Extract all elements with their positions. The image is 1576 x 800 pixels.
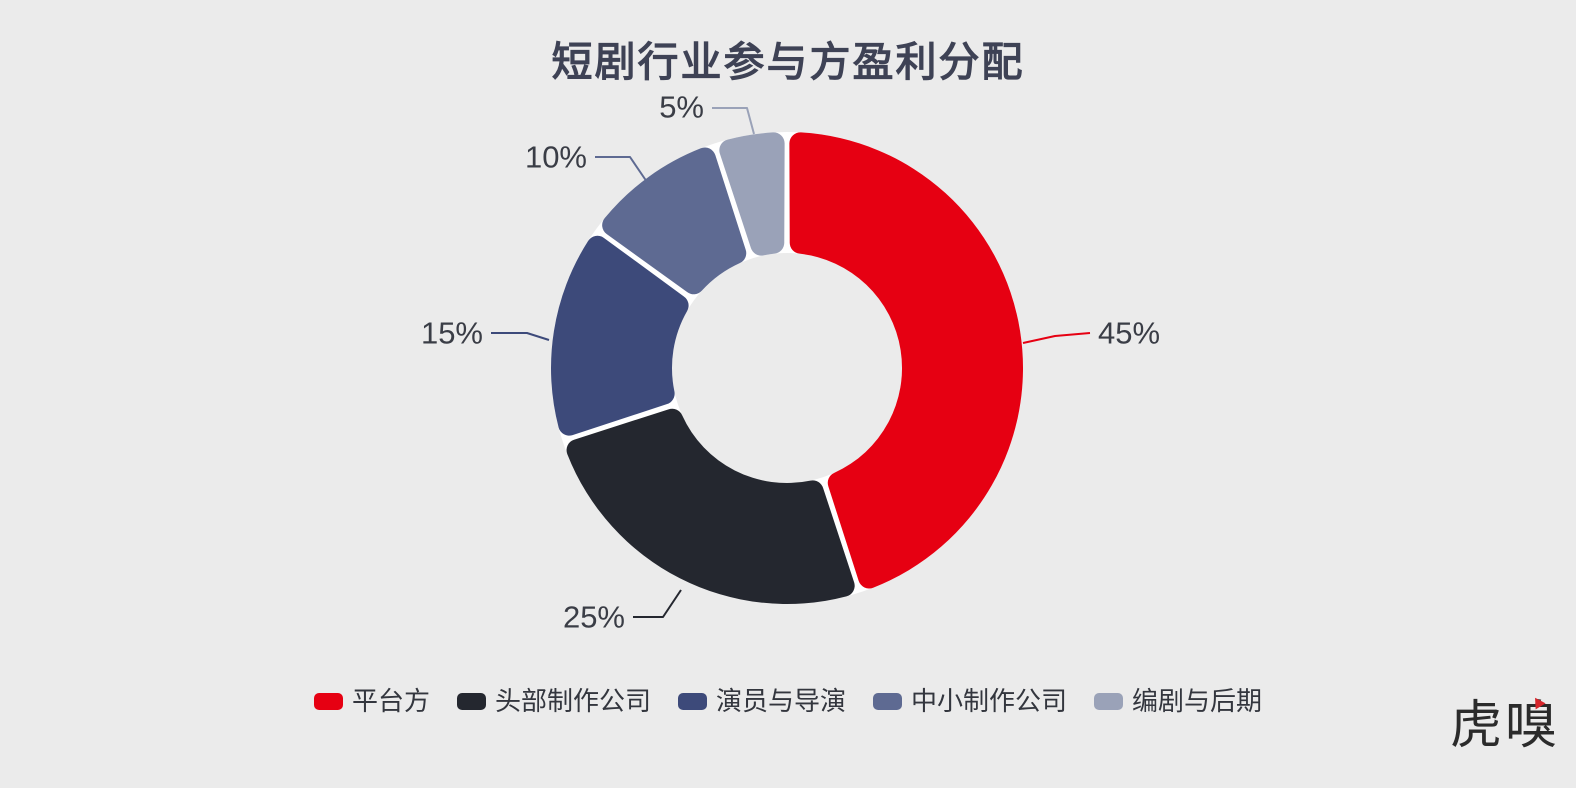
legend-item-演员与导演[interactable]: 演员与导演 — [677, 686, 846, 716]
legend-item-平台方[interactable]: 平台方 — [313, 686, 430, 716]
legend-item-编剧与后期[interactable]: 编剧与后期 — [1094, 688, 1262, 714]
watermark-logo: 虎嗅 — [1449, 697, 1560, 755]
value-label-演员与导演: 15% — [421, 316, 483, 351]
label-line-头部制作公司 — [633, 589, 682, 618]
label-line-平台方 — [1022, 332, 1091, 344]
legend-label: 平台方 — [351, 686, 430, 716]
legend-label: 演员与导演 — [715, 686, 846, 716]
legend-label: 头部制作公司 — [494, 686, 651, 716]
legend-swatch-icon — [456, 692, 486, 710]
legend-item-中小制作公司[interactable]: 中小制作公司 — [873, 688, 1067, 714]
label-line-中小制作公司 — [595, 156, 648, 183]
legend-label: 编剧与后期 — [1132, 686, 1263, 716]
legend-swatch-icon — [677, 692, 707, 710]
legend-swatch-icon — [873, 692, 902, 710]
label-line-演员与导演 — [491, 332, 550, 341]
legend-swatch-icon — [1094, 692, 1124, 710]
legend-label: 中小制作公司 — [911, 686, 1068, 716]
value-label-编剧与后期: 5% — [659, 90, 704, 125]
legend-item-头部制作公司[interactable]: 头部制作公司 — [456, 686, 651, 716]
pie-slice-头部制作公司[interactable] — [566, 408, 855, 605]
value-label-头部制作公司: 25% — [563, 600, 625, 635]
pie-slice-中小制作公司[interactable] — [602, 147, 747, 295]
footer-strip — [0, 788, 1576, 800]
value-label-中小制作公司: 10% — [525, 140, 587, 175]
legend: 平台方 头部制作公司 演员与导演 中小制作公司 编剧与后期 — [0, 684, 1576, 718]
pie-slice-演员与导演[interactable] — [550, 235, 689, 436]
pie-slice-平台方[interactable] — [789, 132, 1024, 589]
watermark-text: 虎嗅 — [1449, 698, 1560, 755]
value-label-平台方: 45% — [1098, 316, 1160, 351]
legend-swatch-icon — [313, 692, 343, 710]
label-line-编剧与后期 — [712, 107, 755, 135]
pie-slice-编剧与后期[interactable] — [719, 132, 785, 256]
chart-title: 短剧行业参与方盈利分配 — [551, 39, 1025, 85]
